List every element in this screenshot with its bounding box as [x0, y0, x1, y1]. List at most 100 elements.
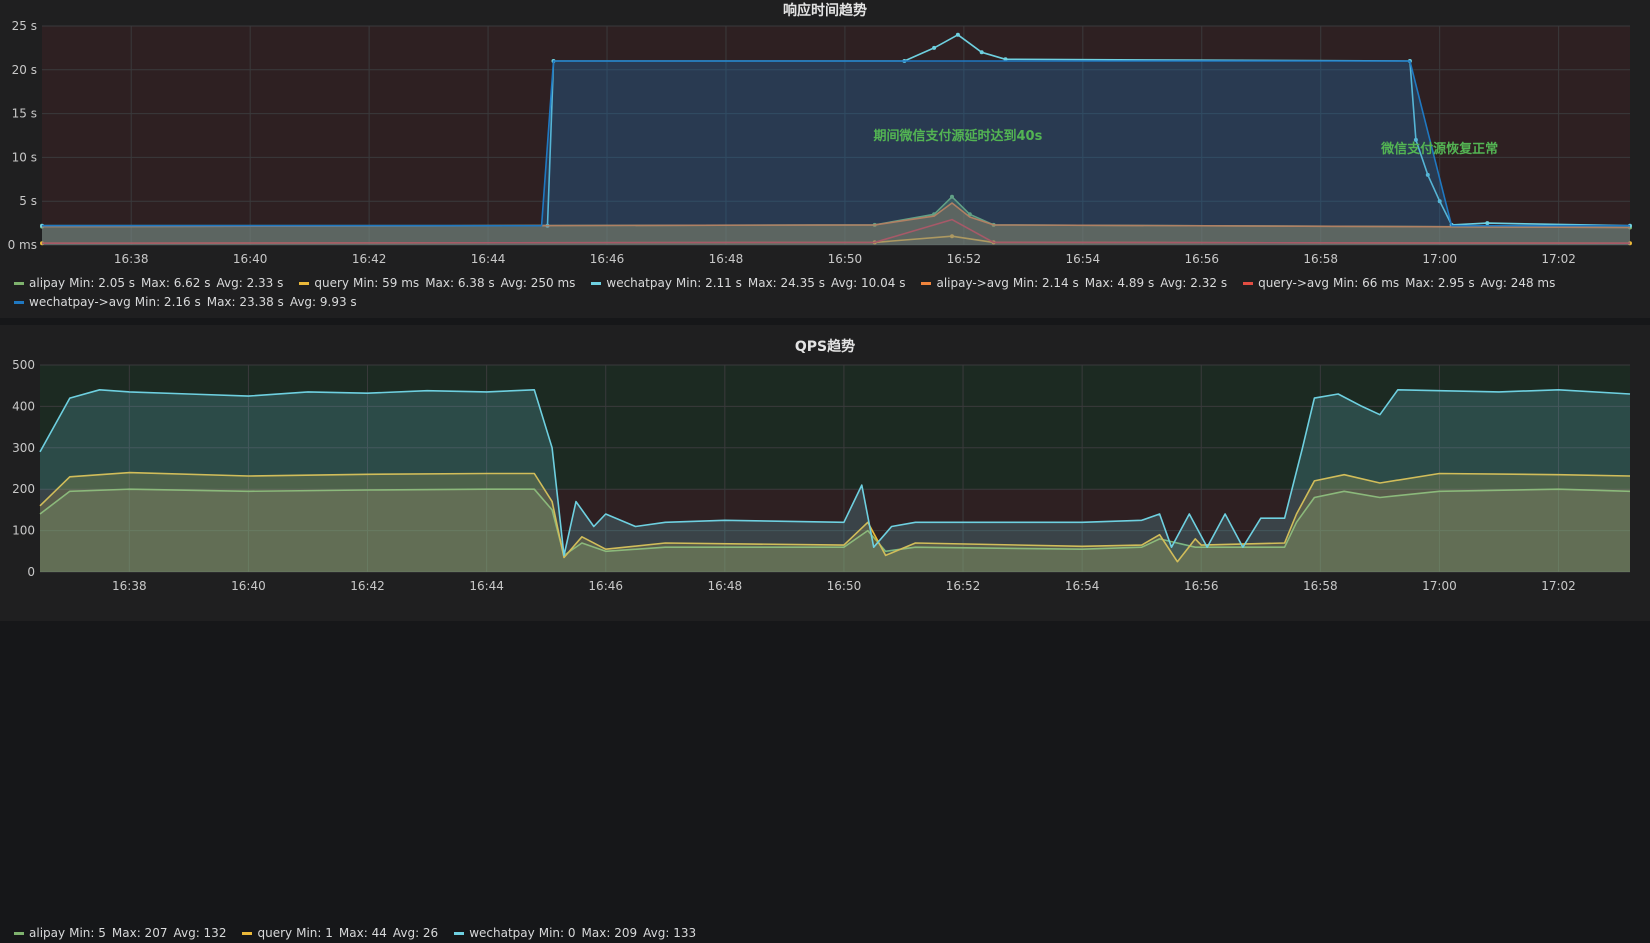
threshold-band — [40, 365, 1630, 490]
legend-stat-min: Min: 66 ms — [1332, 276, 1400, 290]
legend-series-name: query — [257, 926, 293, 940]
legend-response-time: alipay Min: 2.05 s Max: 6.62 s Avg: 2.33 s q… — [14, 274, 1634, 312]
series-line-alipay — [39, 488, 1631, 557]
y-tick-label: 200 — [12, 482, 35, 496]
series-area-alipay-avg — [42, 203, 1630, 245]
legend-stat-max: Max: 2.95 s — [1405, 276, 1475, 290]
series-area-alipay — [40, 489, 1630, 572]
y-tick-label: 400 — [12, 399, 35, 413]
legend-item-wechatpay-avg[interactable]: wechatpay->avg Min: 2.16 s Max: 23.38 s Avg… — [14, 293, 363, 312]
legend-swatch — [14, 282, 24, 285]
legend-swatch — [14, 301, 24, 304]
x-tick-label: 16:52 — [946, 579, 981, 593]
legend-stat-min: Min: 0 — [538, 926, 576, 940]
qps-chart: 0 100 200 300 400 500 16:38 16:40 16:42 16:44 16:4… — [12, 358, 1631, 593]
series-area-wechatpay-avg — [42, 61, 1630, 245]
x-tick-label: 16:56 — [1184, 252, 1219, 266]
legend-stat-max: Max: 6.62 s — [141, 276, 211, 290]
series-area-wechatpay — [40, 389, 1630, 572]
response-time-chart: 0 ms 5 s 10 s 15 s 20 s 25 s 16:38 16:40 16:42 16… — [8, 19, 1632, 266]
legend-series-name: query — [314, 276, 349, 290]
y-tick-label: 15 s — [12, 107, 37, 121]
data-point-wechatpay — [1425, 172, 1430, 177]
x-tick-label: 16:50 — [828, 252, 863, 266]
legend-stat-avg: Avg: 250 ms — [500, 276, 576, 290]
x-tick-label: 16:46 — [590, 252, 625, 266]
legend-qps: alipay Min: 5 Max: 207 Avg: 132 query Min: 1 M… — [14, 924, 1634, 943]
legend-swatch — [242, 932, 253, 935]
series-area-query — [40, 472, 1630, 572]
legend-stat-max: Max: 23.38 s — [206, 295, 284, 309]
panel-title-qps[interactable]: QPS趋势 — [794, 339, 856, 355]
panel-title-response-time[interactable]: 响应时间趋势 — [783, 3, 867, 19]
series-line-wechatpay-avg — [42, 60, 1630, 227]
legend-swatch — [591, 282, 602, 285]
legend-series-name: alipay — [29, 276, 66, 290]
x-tick-label: 16:58 — [1303, 252, 1338, 266]
x-tick-label: 16:44 — [471, 252, 506, 266]
legend-item-alipay-avg[interactable]: alipay->avg Min: 2.14 s Max: 4.89 s Avg: 2.… — [921, 274, 1233, 293]
legend-swatch — [299, 282, 310, 285]
x-tick-label: 16:44 — [469, 579, 504, 593]
series-line-query-avg — [41, 218, 1631, 244]
x-tick-label: 16:50 — [827, 579, 862, 593]
data-point-wechatpay — [1413, 137, 1418, 142]
x-tick-label: 16:54 — [1065, 579, 1100, 593]
legend-swatch — [1243, 282, 1254, 285]
x-tick-label: 16:38 — [114, 252, 149, 266]
x-tick-label: 16:58 — [1303, 579, 1338, 593]
legend-stat-min: Min: 2.16 s — [134, 295, 201, 309]
y-tick-label: 5 s — [19, 194, 37, 208]
legend-stat-max: Max: 207 — [111, 926, 168, 940]
legend-swatch — [454, 932, 465, 935]
legend-stat-min: Min: 2.14 s — [1012, 276, 1079, 290]
x-tick-label: 16:46 — [588, 579, 623, 593]
legend-stat-min: Min: 2.11 s — [675, 276, 742, 290]
legend-item-query[interactable]: query Min: 59 ms Max: 6.38 s Avg: 250 ms — [299, 274, 581, 293]
x-tick-label: 16:42 — [352, 252, 387, 266]
legend-stat-max: Max: 24.35 s — [747, 276, 825, 290]
series-area-alipay — [42, 196, 1630, 245]
legend-stat-avg: Avg: 248 ms — [1480, 276, 1556, 290]
legend-series-name: alipay — [29, 926, 66, 940]
data-point-wechatpay — [1485, 221, 1490, 226]
y-tick-label: 20 s — [12, 63, 37, 77]
legend-stat-min: Min: 59 ms — [353, 276, 420, 290]
x-tick-label: 17:00 — [1422, 252, 1457, 266]
x-tick-label: 17:02 — [1541, 252, 1576, 266]
legend-item-query-avg[interactable]: query->avg Min: 66 ms Max: 2.95 s Avg: 248 … — [1243, 274, 1561, 293]
x-tick-label: 16:48 — [709, 252, 744, 266]
x-tick-label: 16:54 — [1066, 252, 1101, 266]
y-tick-label: 100 — [12, 524, 35, 538]
legend-stat-max: Max: 209 — [581, 926, 638, 940]
legend-series-name: query->avg — [1258, 276, 1329, 290]
legend-swatch — [921, 282, 932, 285]
legend-item-alipay[interactable]: alipay Min: 2.05 s Max: 6.62 s Avg: 2.33 s — [14, 274, 289, 293]
x-tick-label: 16:52 — [947, 252, 982, 266]
legend-item-wechatpay[interactable]: wechatpay Min: 0 Max: 209 Avg: 133 — [454, 924, 702, 943]
x-tick-label: 16:40 — [231, 579, 266, 593]
legend-swatch — [14, 932, 24, 935]
legend-item-wechatpay[interactable]: wechatpay Min: 2.11 s Max: 24.35 s Avg: 10.… — [591, 274, 911, 293]
legend-stat-avg: Avg: 2.33 s — [216, 276, 284, 290]
legend-item-alipay[interactable]: alipay Min: 5 Max: 207 Avg: 132 — [14, 924, 232, 943]
y-tick-label: 300 — [12, 441, 35, 455]
legend-stat-avg: Avg: 9.93 s — [289, 295, 357, 309]
legend-item-query[interactable]: query Min: 1 Max: 44 Avg: 26 — [242, 924, 444, 943]
y-tick-label: 25 s — [12, 19, 37, 33]
data-point-wechatpay — [1437, 199, 1442, 204]
x-tick-label: 16:56 — [1184, 579, 1219, 593]
legend-stat-avg: Avg: 133 — [643, 926, 697, 940]
legend-series-name: wechatpay — [606, 276, 672, 290]
y-tick-label: 10 s — [12, 150, 37, 164]
x-tick-label: 16:48 — [708, 579, 743, 593]
x-tick-label: 17:00 — [1422, 579, 1457, 593]
x-tick-label: 16:40 — [233, 252, 268, 266]
data-point-wechatpay — [932, 45, 937, 50]
plot-background — [42, 26, 1630, 245]
legend-stat-max: Max: 44 — [338, 926, 387, 940]
annotation-text: 期间微信支付源延时达到40s — [874, 128, 1043, 144]
annotation-text: 微信支付源恢复正常 — [1380, 141, 1498, 157]
y-tick-label: 0 ms — [8, 238, 37, 252]
legend-series-name: wechatpay — [469, 926, 535, 940]
